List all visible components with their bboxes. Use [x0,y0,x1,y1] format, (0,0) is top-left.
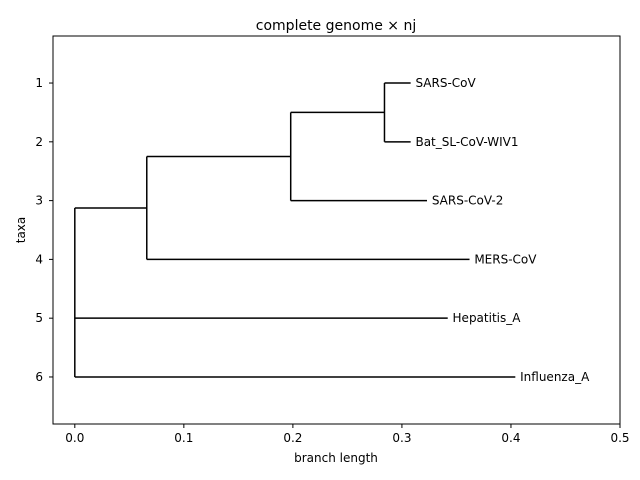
plot-area: SARS-CoV Bat_SL-CoV-WIV1 SARS-CoV-2 MERS… [74,76,590,384]
x-axis-label: branch length [294,451,378,465]
plot-frame [52,35,621,425]
x-tick-label: 0.2 [283,431,302,445]
leaf-label-bat-sl-cov-wiv1: Bat_SL-CoV-WIV1 [412,135,519,149]
leaf-label-sars-cov: SARS-CoV [412,76,477,90]
y-axis: 1 2 3 4 5 6 [35,76,53,384]
x-tick-label: 0.5 [610,431,629,445]
x-axis: 0.0 0.1 0.2 0.3 0.4 0.5 [65,424,630,445]
x-tick-label: 0.4 [501,431,520,445]
y-axis-label: taxa [14,217,28,244]
leaf-label-hepatitis-a: Hepatitis_A [449,311,522,325]
y-tick-label: 3 [35,194,43,208]
y-tick-label: 2 [35,135,43,149]
x-tick-label: 0.3 [392,431,411,445]
x-tick-label: 0.0 [65,431,84,445]
x-tick-label: 0.1 [174,431,193,445]
chart-title: complete genome × nj [256,18,416,34]
y-tick-label: 1 [35,76,43,90]
y-tick-label: 5 [35,311,43,325]
leaf-label-influenza-a: Influenza_A [516,370,590,384]
leaf-label-mers-cov: MERS-CoV [471,252,538,266]
y-tick-label: 4 [35,252,43,266]
leaf-label-sars-cov-2: SARS-CoV-2 [428,194,503,208]
y-tick-label: 6 [35,370,43,384]
